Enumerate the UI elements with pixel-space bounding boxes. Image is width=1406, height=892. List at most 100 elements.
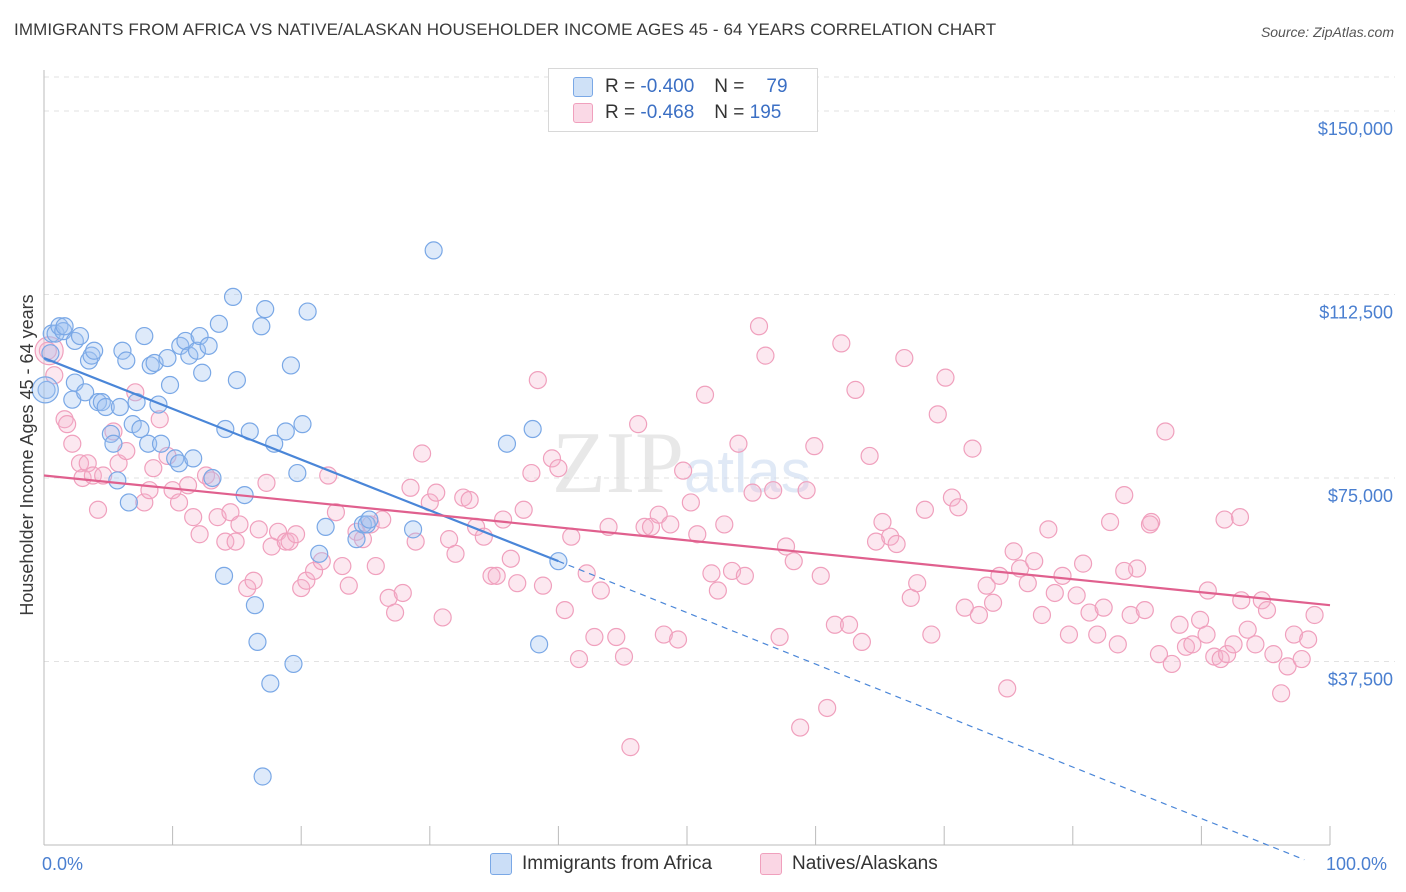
natives-point-30 [226,532,245,551]
natives-point-44 [312,552,331,571]
natives-point-81 [562,527,581,546]
africa-point-10 [70,326,90,346]
watermark-zip: ZIP [552,415,684,512]
africa-point-77 [530,635,549,654]
natives-point-179 [1238,620,1257,639]
natives-point-79 [549,459,568,478]
africa-point-61 [276,422,295,441]
natives-point-184 [1272,684,1291,703]
africa-point-0 [37,380,56,399]
natives-point-4 [63,434,82,453]
africa-point-41 [184,449,203,468]
africa-point-34 [158,348,177,368]
trend-lines [43,357,1331,861]
immigrants-africa-points [31,241,568,786]
africa-point-9 [65,331,84,351]
natives-point-161 [1115,485,1134,505]
legend-swatch-blue [573,77,593,97]
africa-point-48 [214,566,234,585]
natives-point-57 [401,478,420,497]
natives-point-83 [577,564,596,583]
y-tick-label-2: $112,500 [1319,302,1393,322]
natives-point-39 [280,532,299,551]
legend-r-label: R = [605,102,636,123]
natives-point-49 [347,522,366,541]
trend-line-africa [43,357,559,563]
africa-point-27 [131,419,150,439]
bottom-legend-natives: Natives/Alaskans [760,851,938,877]
natives-point-82 [569,649,589,669]
natives-point-62 [433,608,452,627]
natives-point-31 [230,515,249,534]
africa-point-58 [256,300,275,319]
natives-point-89 [621,738,640,757]
legend-r-value: -0.468 [640,102,695,123]
natives-point-133 [922,625,941,644]
y-tick-label-3: $150,000 [1318,119,1393,139]
natives-point-160 [1108,635,1127,654]
natives-point-35 [257,473,276,492]
natives-point-34 [249,520,268,539]
natives-point-149 [1032,605,1052,625]
natives-point-151 [1045,583,1064,603]
legend-n-label: N = [714,76,745,97]
y-axis-label: Householder Income Ages 45 - 64 years [17,294,37,615]
africa-point-35 [160,375,180,395]
natives-point-187 [1292,649,1311,669]
africa-point-24 [119,493,138,512]
africa-point-72 [360,510,379,529]
africa-point-12 [79,351,99,370]
natives-point-73 [508,574,527,593]
natives-point-164 [1135,600,1154,620]
natives-point-131 [908,574,927,593]
legend-r-value: -0.400 [640,76,695,97]
natives-point-23 [184,508,203,527]
africa-point-17 [96,397,115,417]
natives-point-38 [276,532,295,551]
natives-point-88 [614,647,634,666]
natives-point-99 [688,525,707,544]
watermark-atlas: atlas [684,438,811,505]
natives-point-69 [482,566,501,585]
africa-point-46 [203,468,222,488]
x-tick-label-min: 0.0% [42,854,83,874]
natives-point-154 [1067,586,1086,605]
natives-point-124 [860,446,879,466]
natives-point-72 [501,549,520,568]
africa-point-28 [135,326,154,346]
natives-point-42 [297,571,316,590]
africa-point-22 [113,341,132,360]
natives-point-157 [1088,625,1107,644]
natives-point-159 [1100,512,1120,532]
natives-point-152 [1053,566,1072,585]
natives-point-87 [607,627,626,647]
africa-point-64 [288,463,307,483]
africa-point-62 [281,356,301,375]
natives-point-56 [393,583,412,603]
natives-point-114 [791,718,810,737]
natives-point-128 [887,534,906,554]
natives-point-9 [88,500,108,519]
natives-point-95 [661,515,680,534]
source-credit: Source: ZipAtlas.com [1260,24,1394,40]
africa-point-29 [139,434,158,453]
natives-point-115 [797,481,816,500]
trend-line-natives [43,474,1331,607]
natives-point-125 [866,532,886,551]
natives-point-111 [770,627,789,647]
natives-point-122 [846,380,865,399]
natives-point-90 [629,415,648,434]
y-tick-label-1: $75,000 [1328,486,1393,506]
natives-point-169 [1170,615,1189,634]
africa-point-76 [523,419,542,439]
natives-point-105 [729,434,748,453]
bottom-legend-africa: Immigrants from Africa [490,851,712,877]
natives-point-59 [412,444,432,463]
natives-point-97 [674,461,693,480]
africa-point-44 [193,363,212,382]
natives-point-144 [998,679,1017,698]
africa-point-75 [497,434,517,453]
natives-point-94 [654,625,673,644]
natives-point-119 [825,615,844,634]
